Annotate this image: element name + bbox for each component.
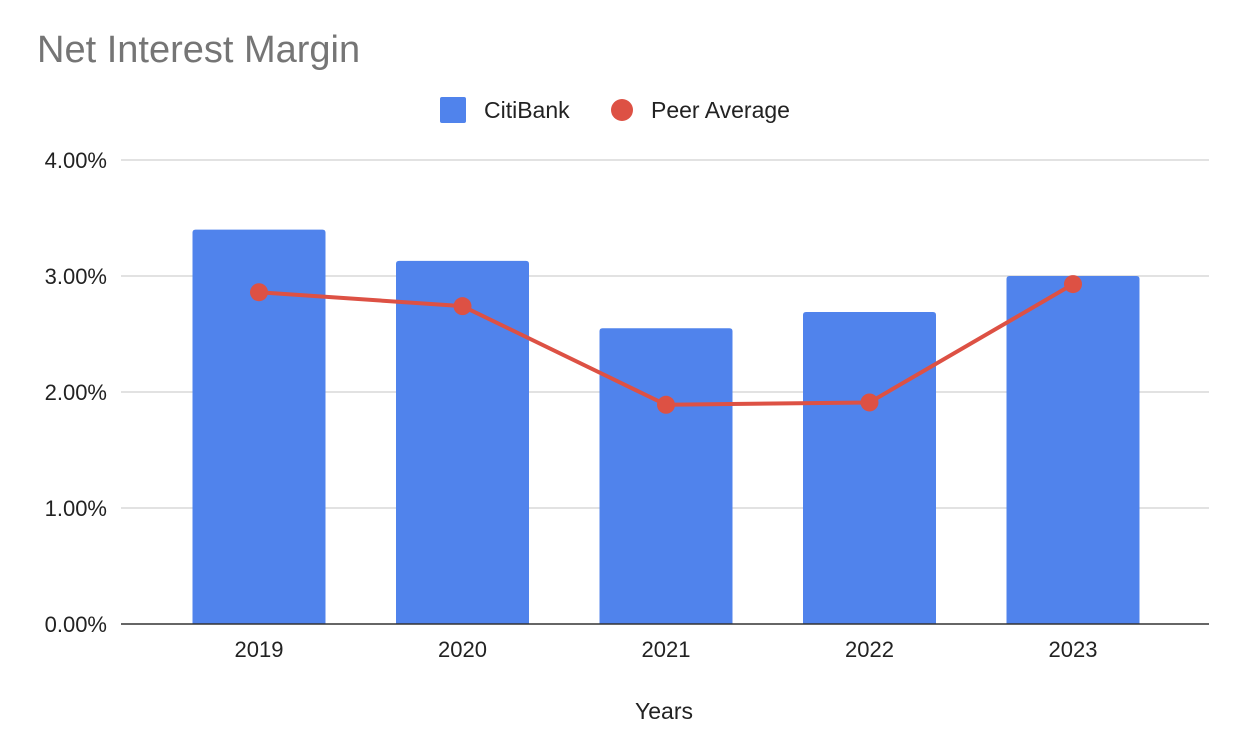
legend-label-peer-average: Peer Average	[651, 97, 790, 123]
peer-average-point-2023	[1064, 275, 1082, 294]
x-axis-title: Years	[635, 698, 693, 724]
legend-swatch-citibank	[440, 97, 466, 123]
bars	[192, 229, 1140, 624]
x-tick-label: 2019	[235, 637, 284, 662]
chart-title: Net Interest Margin	[37, 29, 360, 71]
y-tick-label: 2.00%	[45, 380, 107, 405]
x-tick-label: 2022	[845, 637, 894, 662]
y-tick-label: 1.00%	[45, 496, 107, 521]
x-tick-label: 2023	[1049, 637, 1098, 662]
x-axis-ticks: 2019 2020 2021 2022 2023	[235, 637, 1098, 662]
legend: CitiBank Peer Average	[440, 97, 790, 123]
y-tick-label: 0.00%	[45, 612, 107, 637]
bar-2020	[396, 260, 529, 624]
bar-2021	[599, 328, 733, 624]
legend-label-citibank: CitiBank	[484, 97, 570, 123]
peer-average-point-2019	[250, 283, 268, 302]
peer-average-point-2021	[657, 395, 675, 414]
bar-2023	[1006, 276, 1140, 624]
peer-average-line	[250, 275, 1082, 414]
legend-marker-peer-average	[611, 99, 633, 121]
y-tick-label: 3.00%	[45, 264, 107, 289]
bar-2022	[803, 311, 936, 624]
peer-average-point-2022	[860, 393, 879, 412]
bar-2019	[192, 229, 326, 624]
x-tick-label: 2021	[642, 637, 691, 662]
y-tick-label: 4.00%	[45, 148, 107, 173]
y-axis-ticks: 0.00% 1.00% 2.00% 3.00% 4.00%	[45, 148, 107, 637]
x-tick-label: 2020	[438, 637, 487, 662]
peer-average-point-2020	[453, 297, 472, 316]
